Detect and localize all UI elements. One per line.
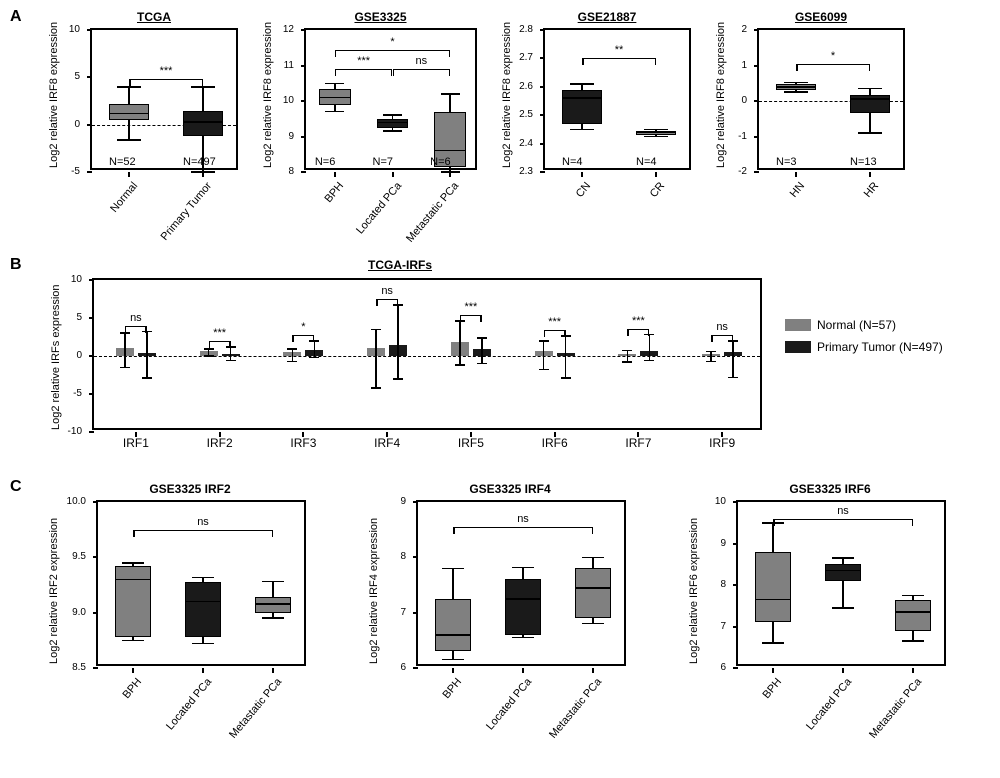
panel-label-c: C: [10, 478, 22, 496]
ylabel: Log2 relative IRF8 expression: [501, 22, 513, 168]
panel-c: GSE3325 IRF28.59.09.510.0nsLog2 relative…: [40, 482, 960, 762]
legend-label-tumor: Primary Tumor (N=497): [817, 340, 943, 354]
panel-label-b: B: [10, 256, 22, 274]
panel-b: TCGA-IRFs -10-50510nsIRF1***IRF2*IRF3nsI…: [40, 258, 970, 458]
panel-label-a: A: [10, 8, 22, 26]
figure: A B C TCGA -50510*** Log2 relative IRF8 ex…: [0, 0, 1000, 778]
legend-swatch-tumor: [785, 341, 811, 353]
panel-a-plot-0: TCGA -50510*** Log2 relative IRF8 expressi…: [40, 10, 240, 248]
panel-c-plot-1: GSE3325 IRF46789nsLog2 relative IRF4 exp…: [360, 482, 630, 762]
panel-a-plot-3: GSE6099 -2-1012* Log2 relative IRF8 expres…: [707, 10, 907, 248]
plot-title: TCGA: [68, 10, 240, 24]
plot-area: 2.32.42.52.62.72.8**: [543, 28, 691, 170]
panel-a: TCGA -50510*** Log2 relative IRF8 expressi…: [40, 10, 910, 248]
plot-title: GSE6099: [735, 10, 907, 24]
plot-area: -2-1012*: [757, 28, 905, 170]
legend-tumor: Primary Tumor (N=497): [785, 340, 943, 354]
plot-area: 89101112***ns*: [304, 28, 477, 170]
ylabel: Log2 relative IRF8 expression: [715, 22, 727, 168]
legend-swatch-normal: [785, 319, 811, 331]
ylabel: Log2 relative IRF8 expression: [48, 22, 60, 168]
panel-a-plot-2: GSE21887 2.32.42.52.62.72.8** Log2 relativ…: [493, 10, 693, 248]
legend-normal: Normal (N=57): [785, 318, 896, 332]
legend-label-normal: Normal (N=57): [817, 318, 896, 332]
panel-c-plot-0: GSE3325 IRF28.59.09.510.0nsLog2 relative…: [40, 482, 310, 762]
plot-title: GSE3325: [282, 10, 479, 24]
panel-b-plot-area: -10-50510nsIRF1***IRF2*IRF3nsIRF4***IRF5…: [92, 278, 762, 430]
panel-b-ylabel: Log2 relative IRFs expression: [50, 284, 62, 430]
panel-a-plot-1: GSE3325 89101112***ns* Log2 relative IRF8 …: [254, 10, 479, 248]
panel-b-title: TCGA-IRFs: [40, 258, 760, 272]
panel-c-plot-2: GSE3325 IRF6678910nsLog2 relative IRF6 e…: [680, 482, 950, 762]
plot-title: GSE21887: [521, 10, 693, 24]
ylabel: Log2 relative IRF8 expression: [262, 22, 274, 168]
plot-area: -50510***: [90, 28, 238, 170]
